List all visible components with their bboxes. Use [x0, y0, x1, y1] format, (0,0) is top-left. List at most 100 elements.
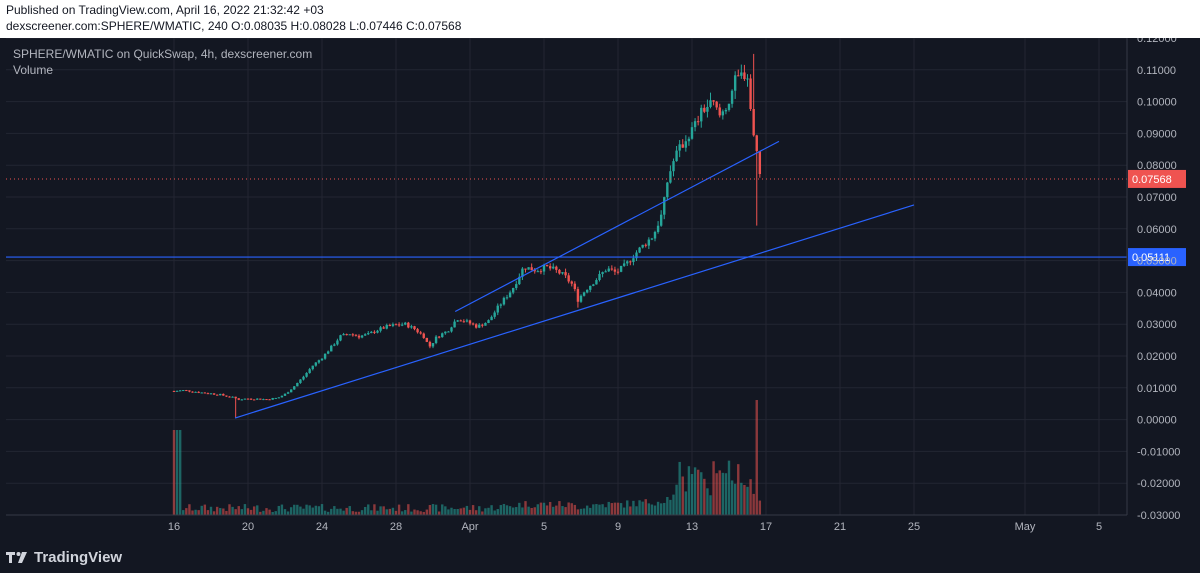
volume-bar: [410, 511, 413, 515]
candle-body: [333, 344, 336, 346]
candle-body: [669, 171, 672, 183]
volume-bar: [653, 505, 657, 515]
volume-bar: [182, 510, 185, 515]
volume-bar: [493, 510, 496, 515]
candle-body: [428, 341, 432, 347]
volume-bar: [197, 510, 200, 515]
candle-body: [410, 326, 413, 328]
candle-body: [749, 78, 752, 109]
volume-bar: [237, 506, 240, 515]
volume-bar: [484, 508, 487, 515]
candle-body: [706, 106, 709, 112]
candle-body: [363, 334, 367, 336]
volume-bar: [474, 510, 478, 515]
candle-body: [219, 393, 222, 396]
volume-bar: [339, 508, 342, 515]
candle-body: [376, 330, 379, 333]
chart-panel[interactable]: 0.05111 0.07568 0.12000 0.11000 0.10000 0.09…: [0, 38, 1200, 573]
candle-body: [367, 333, 370, 335]
candle-body: [379, 327, 382, 331]
last-price-label: 0.07568: [1132, 174, 1172, 186]
volume-bar: [629, 506, 632, 515]
volume-bar: [592, 504, 595, 515]
volume-bar: [672, 494, 675, 515]
volume-bar: [539, 502, 543, 515]
volume-bar: [222, 508, 225, 515]
y-tick-label: -0.01000: [1137, 446, 1180, 458]
volume-bar: [289, 507, 293, 515]
last-price-tag: [1128, 169, 1186, 188]
candle-body: [496, 305, 499, 313]
x-tick-label: 25: [908, 521, 920, 533]
volume-bar: [314, 505, 318, 515]
volume-bar: [175, 430, 179, 515]
volume-bar: [249, 509, 253, 515]
candle-body: [289, 389, 293, 393]
candle-body: [354, 334, 358, 336]
volume-bar: [502, 503, 506, 515]
candle-body: [425, 337, 429, 342]
candle-body: [388, 325, 392, 327]
volume-bar: [459, 508, 462, 515]
volume-bar: [511, 507, 515, 515]
volume-bar: [370, 510, 373, 515]
candle-body: [382, 327, 385, 329]
volume-bar: [681, 476, 684, 515]
candle-body: [197, 391, 200, 393]
candle-body: [330, 345, 333, 352]
y-tick-label: -0.03000: [1137, 510, 1180, 522]
candle-body: [678, 144, 681, 151]
candle-body: [259, 398, 262, 400]
candle-body: [715, 101, 718, 108]
candle-body: [422, 333, 425, 338]
volume-bar: [687, 466, 691, 515]
candle-body: [737, 75, 740, 77]
volume-bar: [567, 502, 570, 515]
volume-bar: [589, 507, 592, 515]
candle-body: [505, 297, 509, 299]
volume-bar: [397, 504, 401, 515]
tradingview-logo[interactable]: TradingView: [6, 546, 122, 568]
volume-bar: [345, 507, 348, 515]
y-tick-label: 0.07000: [1137, 192, 1177, 204]
candle-body: [743, 72, 746, 80]
candle-body: [293, 386, 296, 390]
volume-bar: [219, 508, 222, 515]
candle-body: [320, 358, 324, 361]
candle-body: [681, 144, 684, 148]
candle-body: [370, 331, 373, 334]
volume-bar: [194, 509, 197, 515]
candle-body: [558, 269, 561, 274]
candle-body: [308, 369, 311, 373]
price-chart[interactable]: 0.05111 0.07568 0.12000 0.11000 0.10000 0.09…: [0, 38, 1200, 573]
candle-body: [672, 161, 675, 172]
published-line: Published on TradingView.com, April 16, …: [6, 3, 324, 17]
x-tick-label: 5: [541, 521, 547, 533]
x-tick-label: 20: [242, 521, 254, 533]
volume-bar: [425, 509, 429, 515]
candle-body: [518, 276, 521, 285]
candle-body: [246, 398, 250, 400]
x-tick-label: 21: [834, 521, 846, 533]
y-tick-label: 0.06000: [1137, 224, 1177, 236]
volume-bar: [709, 495, 712, 515]
volume-bar: [626, 500, 629, 515]
candle-body: [542, 264, 546, 272]
candle-body: [644, 244, 647, 246]
volume-bar: [548, 501, 552, 515]
candle-body: [299, 379, 302, 383]
volume-bar: [712, 461, 715, 515]
candle-body: [286, 392, 290, 394]
candle-body: [724, 109, 728, 112]
candle-body: [675, 150, 678, 162]
candle-body: [191, 391, 194, 393]
candle-body: [490, 316, 493, 321]
candle-body: [336, 340, 339, 345]
y-tick-label: 0.11000: [1137, 65, 1176, 77]
tradingview-icon: [6, 552, 27, 563]
candle-body: [564, 272, 567, 276]
volume-bar: [400, 511, 404, 515]
candle-body: [622, 263, 626, 266]
volume-bar: [518, 502, 521, 515]
volume-bar: [524, 501, 527, 515]
